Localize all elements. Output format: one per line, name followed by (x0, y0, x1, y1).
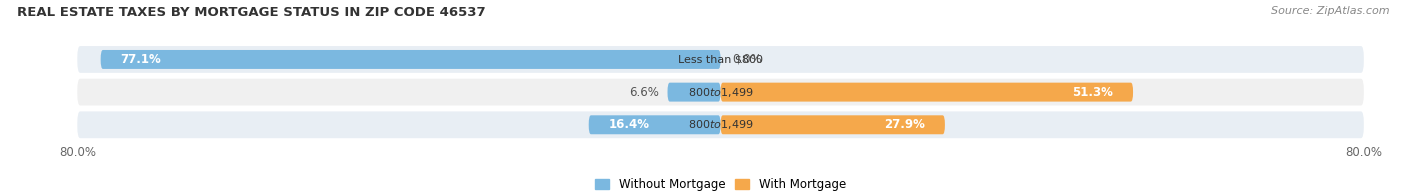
FancyBboxPatch shape (589, 115, 721, 134)
Text: Source: ZipAtlas.com: Source: ZipAtlas.com (1271, 6, 1389, 16)
FancyBboxPatch shape (77, 46, 1364, 73)
Text: $800 to $1,499: $800 to $1,499 (688, 118, 754, 131)
Text: $800 to $1,499: $800 to $1,499 (688, 86, 754, 99)
FancyBboxPatch shape (101, 50, 721, 69)
Text: Less than $800: Less than $800 (678, 54, 763, 64)
Text: 6.6%: 6.6% (630, 86, 659, 99)
FancyBboxPatch shape (721, 115, 945, 134)
Text: 16.4%: 16.4% (609, 118, 650, 131)
FancyBboxPatch shape (77, 79, 1364, 105)
Text: 77.1%: 77.1% (121, 53, 162, 66)
Legend: Without Mortgage, With Mortgage: Without Mortgage, With Mortgage (591, 173, 851, 196)
Text: 0.0%: 0.0% (733, 53, 762, 66)
Text: 51.3%: 51.3% (1073, 86, 1114, 99)
Text: 27.9%: 27.9% (884, 118, 925, 131)
FancyBboxPatch shape (77, 111, 1364, 138)
Text: REAL ESTATE TAXES BY MORTGAGE STATUS IN ZIP CODE 46537: REAL ESTATE TAXES BY MORTGAGE STATUS IN … (17, 6, 485, 19)
FancyBboxPatch shape (721, 83, 1133, 102)
FancyBboxPatch shape (668, 83, 721, 102)
